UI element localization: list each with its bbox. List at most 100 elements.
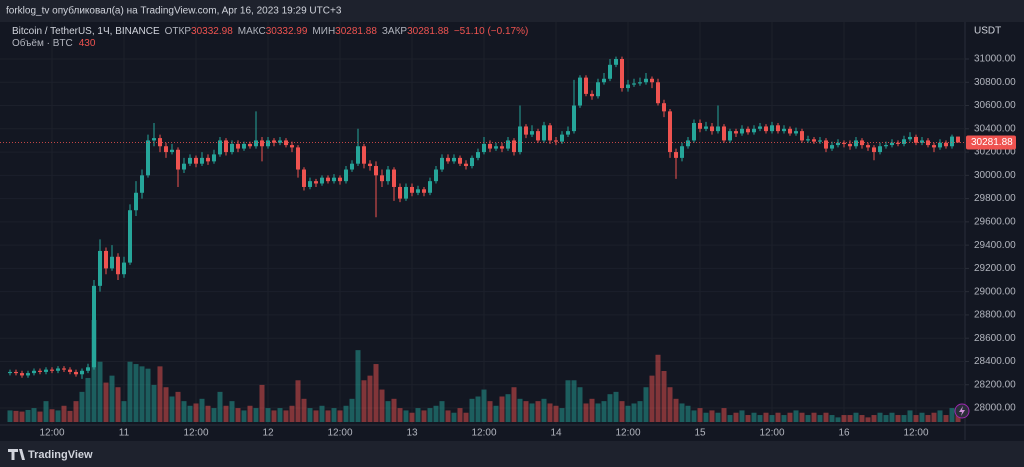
x-tick-label: 12:00 [183, 428, 208, 439]
volume-legend: Объём · BTC 430 [12, 37, 96, 49]
candle-body [386, 169, 390, 182]
candle-body [686, 140, 690, 147]
volume-bar [415, 408, 421, 422]
volume-bar [937, 410, 943, 422]
volume-bar [151, 384, 157, 422]
volume-bar [19, 411, 25, 422]
candle-body [836, 142, 840, 146]
volume-bar [889, 412, 895, 422]
candle-body [632, 83, 636, 85]
candle-body [896, 142, 900, 144]
volume-bar [253, 408, 259, 422]
footer [0, 441, 1024, 467]
volume-bar [559, 408, 565, 422]
candle-body [728, 131, 732, 141]
volume-bar [625, 405, 631, 422]
candle-body [944, 142, 948, 147]
candle-body [530, 131, 534, 135]
y-tick-label: 28800.00 [974, 310, 1016, 321]
volume-bar [121, 401, 127, 422]
candle-body [854, 140, 858, 147]
candle-body [602, 78, 606, 83]
logo [8, 449, 25, 460]
volume-bar [781, 415, 787, 422]
label: Объём · BTC [12, 37, 73, 49]
alert-icon-glyph [959, 406, 965, 416]
candle-body [542, 125, 546, 141]
grid [0, 22, 965, 425]
candle-body [818, 140, 822, 142]
candle-body [410, 186, 414, 193]
volume-bar [37, 411, 43, 422]
y-tick-label: 28000.00 [974, 403, 1016, 414]
volume-bar [391, 398, 397, 422]
candle-body [902, 139, 906, 144]
candle-body [86, 367, 90, 371]
candle-body [764, 126, 768, 132]
volume-bar [463, 412, 469, 422]
x-tick-label: 12:00 [39, 428, 64, 439]
y-tick-label: 29200.00 [974, 263, 1016, 274]
candle-body [770, 125, 774, 132]
candle-body [422, 189, 426, 193]
volume-bar [187, 405, 193, 422]
volume-bar [367, 375, 373, 422]
volume-bar [163, 387, 169, 422]
candle-body [50, 369, 54, 371]
candle-body [488, 143, 492, 149]
volume-bar [433, 405, 439, 422]
candle-body [656, 82, 660, 104]
volume-bar [733, 412, 739, 422]
volume-bar [739, 410, 745, 422]
x-tick-label: 15 [694, 428, 706, 439]
candle-body [338, 177, 342, 182]
volume-bar [211, 408, 217, 422]
candle-body [200, 157, 204, 164]
volume-bar [181, 401, 187, 422]
candle-body [698, 122, 702, 129]
candle-body [596, 82, 600, 97]
candle-body [224, 140, 228, 153]
volume-bar [31, 408, 37, 422]
volume-bar [925, 415, 931, 422]
volume-bar [793, 410, 799, 422]
candle-body [626, 84, 630, 89]
volume-bar [379, 389, 385, 422]
volume-bar [529, 403, 535, 422]
volume-bar [811, 412, 817, 422]
volume-bar [481, 389, 487, 422]
volume-bar [799, 412, 805, 422]
volume-bar [397, 408, 403, 422]
volume-bar [913, 415, 919, 422]
volume-bar [823, 412, 829, 422]
volume-bar [931, 412, 937, 422]
volume-bar [229, 401, 235, 422]
axis: 28000.00 28200.00 28400.00 28600.00 28800.00… [39, 54, 1016, 439]
candle-body [710, 126, 714, 132]
candle-body [272, 140, 276, 143]
volume-bar [55, 410, 61, 422]
volume-bar [787, 412, 793, 422]
candle-body [20, 373, 24, 376]
top-bar [0, 0, 1024, 22]
volume-bar [943, 415, 949, 422]
volume-bar [613, 391, 619, 422]
candle-body [680, 146, 684, 158]
volume-bar [139, 366, 145, 422]
volume-bar [475, 396, 481, 422]
volume-bar [85, 377, 91, 422]
volume-bar [289, 405, 295, 422]
volume-bar [301, 398, 307, 422]
volume-bar [361, 380, 367, 422]
y-tick-label: 28600.00 [974, 333, 1016, 344]
y-tick-label: 29600.00 [974, 217, 1016, 228]
candle-body [842, 142, 846, 144]
volume-bar [7, 410, 13, 422]
volume-bar [265, 408, 271, 422]
candle-body [638, 82, 642, 84]
change: −51.10 (−0.17%) [454, 26, 529, 37]
candle-body [788, 128, 792, 134]
y-tick-label: 28200.00 [974, 379, 1016, 390]
candle-body [500, 146, 504, 149]
volume-bar [157, 366, 163, 422]
